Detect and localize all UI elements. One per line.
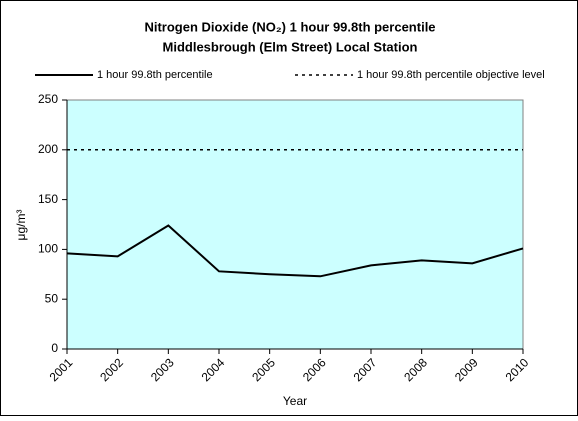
legend-label: 1 hour 99.8th percentile	[97, 69, 213, 81]
legend-label: 1 hour 99.8th percentile objective level	[357, 69, 545, 81]
y-tick-label: 200	[38, 142, 58, 156]
y-tick-label: 0	[51, 341, 58, 355]
chart-title: Nitrogen Dioxide (NO₂) 1 hour 99.8th per…	[144, 19, 435, 34]
chart-title: Middlesbrough (Elm Street) Local Station	[163, 39, 418, 54]
y-tick-label: 100	[38, 242, 58, 256]
y-tick-label: 150	[38, 192, 58, 206]
x-axis-label: Year	[283, 394, 307, 408]
plot-area	[66, 99, 524, 350]
y-tick-label: 250	[38, 92, 58, 106]
y-tick-label: 50	[45, 291, 59, 305]
y-axis-label: μg/m³	[14, 210, 28, 241]
series-line	[66, 224, 524, 278]
